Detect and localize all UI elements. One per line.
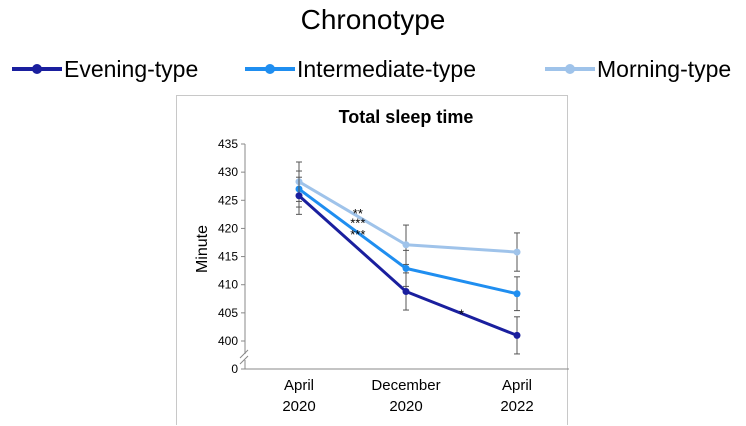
y-axis-label: Minute — [194, 225, 211, 273]
legend-title: Chronotype — [300, 4, 446, 35]
x-tick-label-line: 2020 — [389, 398, 422, 415]
y-tick-label: 430 — [218, 165, 238, 179]
x-tick-label: April 2020 — [282, 377, 315, 415]
data-point — [402, 241, 410, 249]
legend-dot — [265, 64, 275, 74]
legend-marker — [12, 64, 62, 74]
y-tick-label: 420 — [218, 221, 238, 235]
axis-break-mark — [239, 349, 249, 359]
x-tick-label-line: December — [371, 377, 440, 394]
line-chart: Total sleep time 400 405 410 415 420 425 430 435… — [194, 107, 569, 415]
data-point — [295, 192, 303, 200]
x-tick-label: December 2020 — [371, 377, 440, 415]
x-tick-label: April 2022 — [500, 377, 533, 415]
legend-dot — [32, 64, 42, 74]
legend: Evening-type Intermediate-type Morning-typ… — [0, 52, 746, 86]
y-tick-label: 435 — [218, 137, 238, 151]
x-tick-label-line: 2022 — [500, 398, 533, 415]
y-tick-label: 415 — [218, 250, 238, 264]
series-evening-type — [295, 176, 521, 355]
significance-annotation: *** — [350, 216, 365, 231]
data-point — [513, 248, 521, 256]
series-line — [298, 187, 518, 296]
significance-annotation: *** — [350, 227, 365, 242]
legend-dot — [565, 64, 575, 74]
data-point — [402, 264, 410, 272]
legend-marker — [245, 64, 295, 74]
legend-item: Intermediate-type — [245, 52, 476, 86]
axis-break-mark — [239, 355, 249, 365]
significance-annotation: ** — [353, 206, 363, 221]
legend-label: Evening-type — [64, 55, 199, 82]
x-tick-label-line: 2020 — [282, 398, 315, 415]
y-tick-label: 400 — [218, 334, 238, 348]
legend-item: Evening-type — [12, 52, 198, 86]
x-tick-label-line: April — [502, 377, 532, 394]
x-tick-label-line: April — [284, 377, 314, 394]
y-tick-label-zero: 0 — [231, 362, 238, 376]
y-tick-label: 425 — [218, 193, 238, 207]
legend-item: Morning-type — [545, 52, 731, 86]
y-tick-label: 410 — [218, 278, 238, 292]
data-point — [513, 290, 521, 298]
chart-title: Total sleep time — [339, 107, 474, 127]
y-tick-label: 405 — [218, 306, 238, 320]
significance-annotation: * — [459, 306, 464, 321]
chart-frame: Total sleep time 400 405 410 415 420 425 430 435… — [176, 95, 569, 425]
legend-marker — [545, 64, 595, 74]
series-line — [298, 180, 518, 254]
data-point — [402, 287, 410, 295]
data-point — [513, 331, 521, 339]
legend-label: Morning-type — [597, 55, 732, 82]
series-morning-type — [295, 161, 521, 272]
legend-label: Intermediate-type — [297, 55, 476, 82]
